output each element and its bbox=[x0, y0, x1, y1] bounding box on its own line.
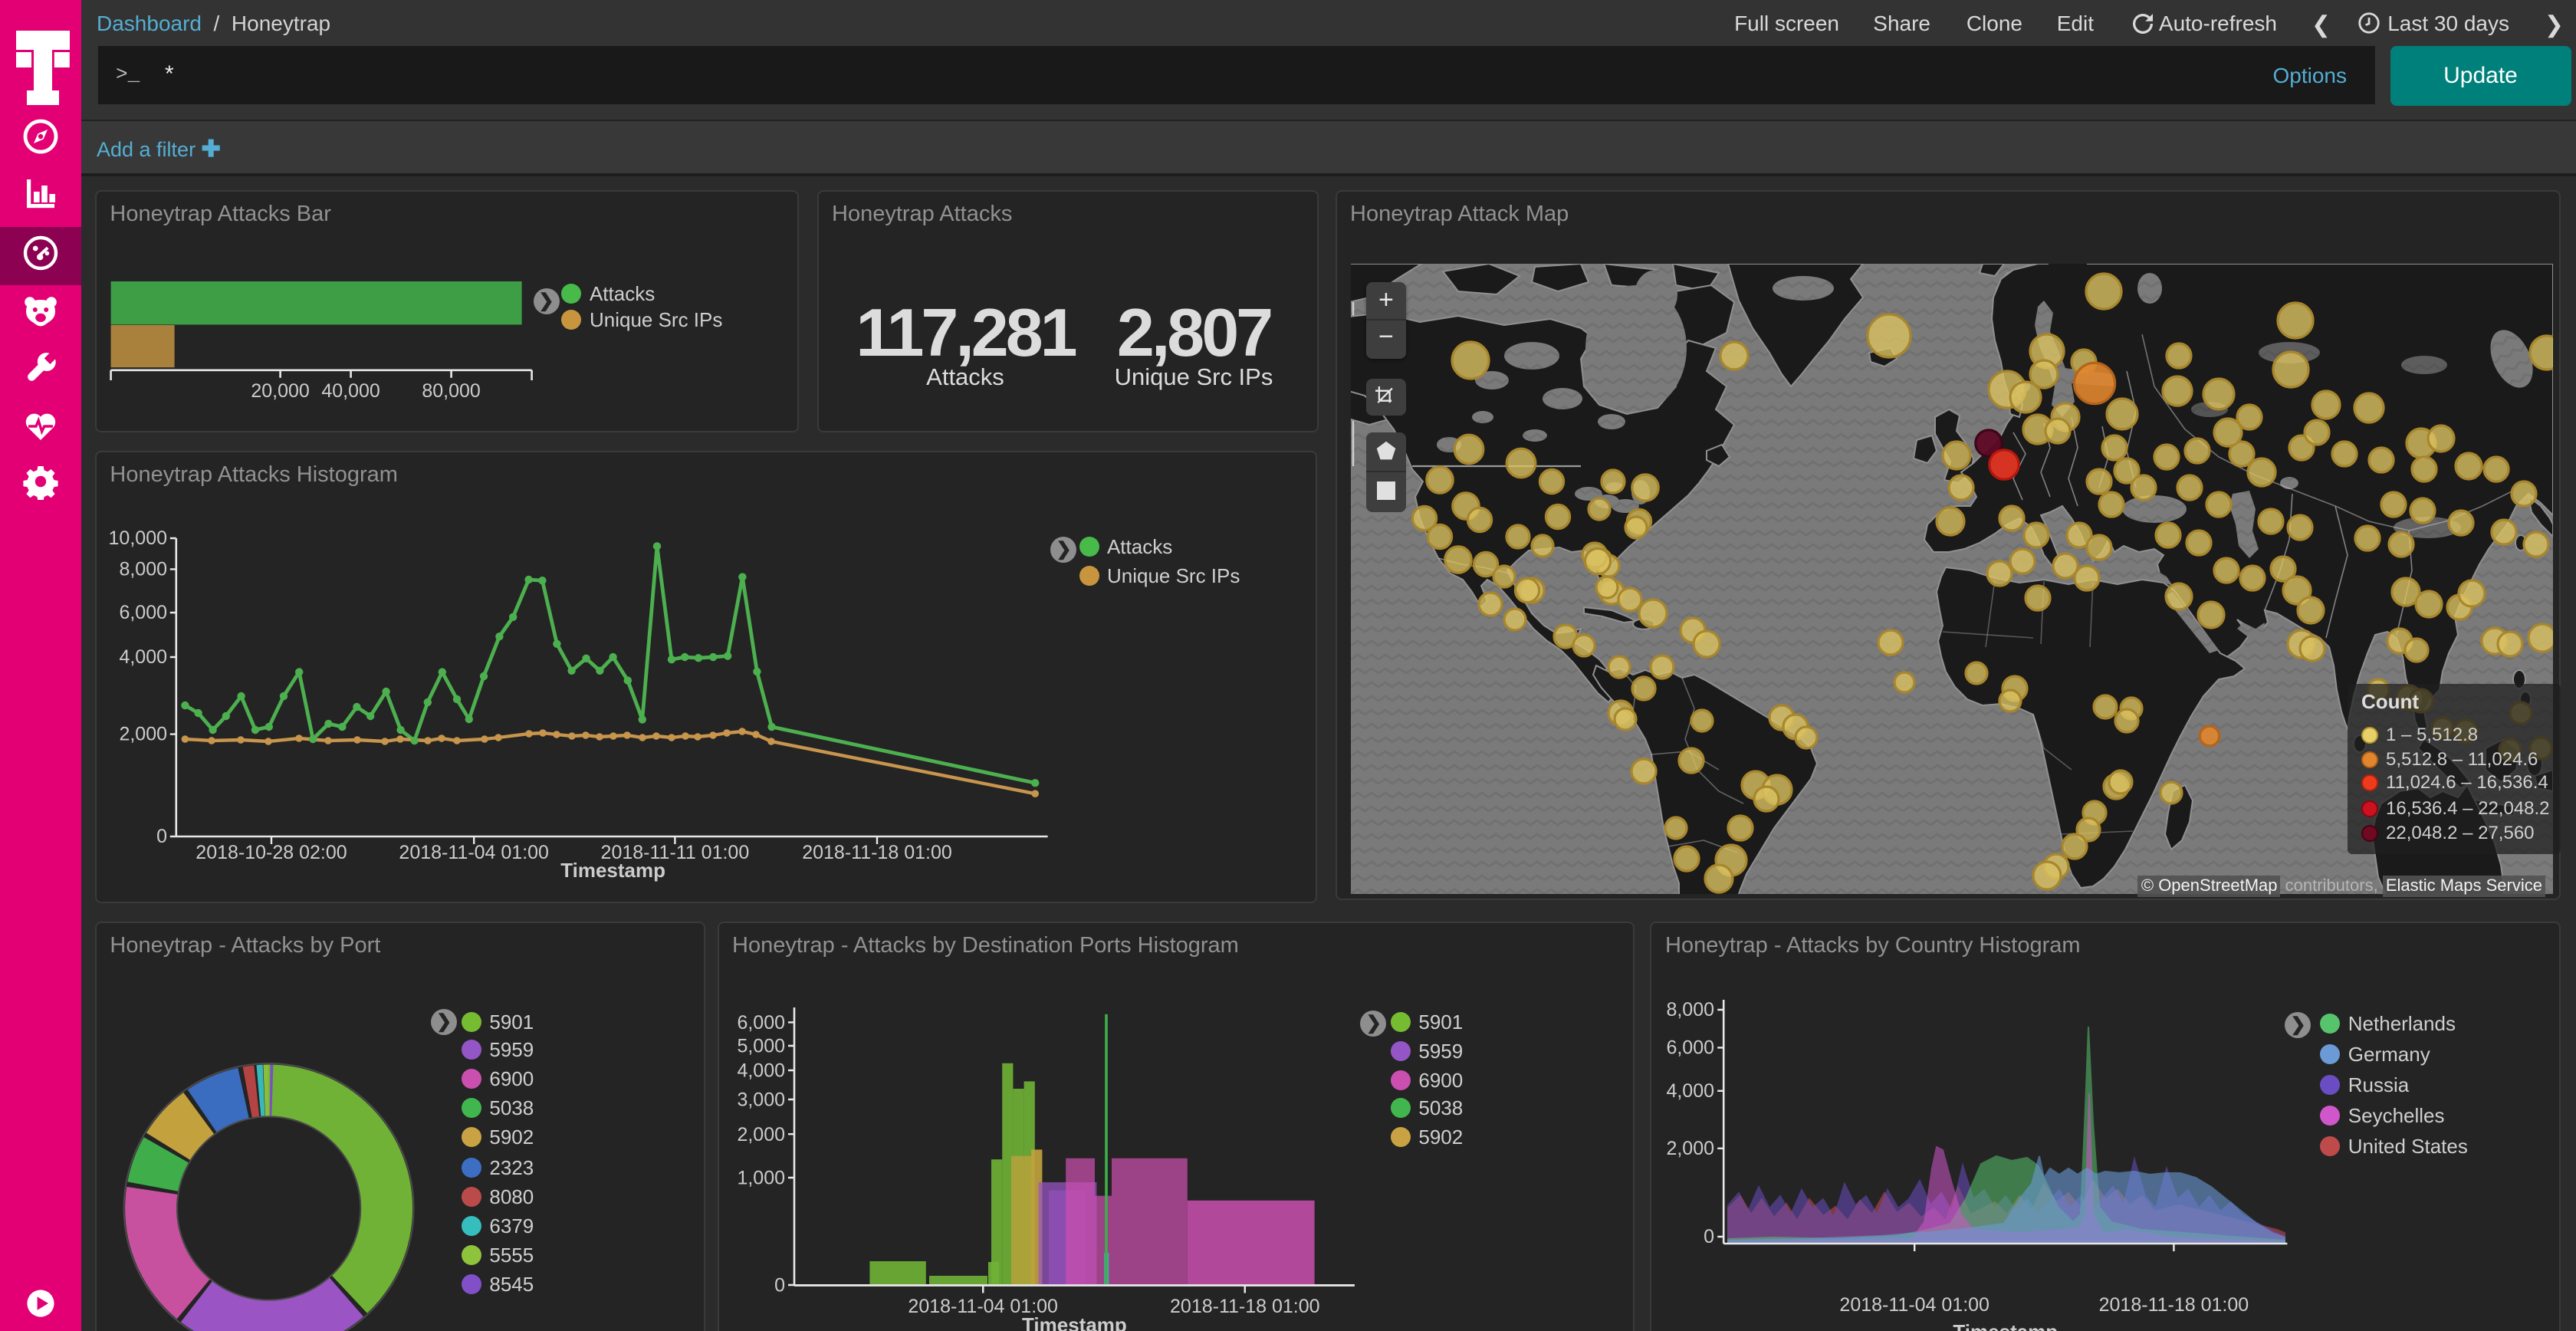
svg-text:Timestamp: Timestamp bbox=[560, 859, 665, 882]
svg-text:4,000: 4,000 bbox=[736, 1060, 784, 1082]
svg-text:8,000: 8,000 bbox=[1666, 999, 1714, 1020]
svg-text:2,000: 2,000 bbox=[736, 1124, 784, 1145]
svg-text:1,000: 1,000 bbox=[736, 1168, 784, 1189]
svg-text:6,000: 6,000 bbox=[119, 602, 167, 623]
svg-text:20,000: 20,000 bbox=[251, 381, 309, 403]
svg-text:2018-10-28 02:00: 2018-10-28 02:00 bbox=[196, 842, 347, 863]
svg-text:4,000: 4,000 bbox=[119, 646, 167, 668]
svg-text:0: 0 bbox=[156, 826, 166, 847]
svg-text:2,000: 2,000 bbox=[1666, 1138, 1714, 1159]
svg-text:2018-11-18 01:00: 2018-11-18 01:00 bbox=[802, 842, 952, 863]
svg-text:5,000: 5,000 bbox=[736, 1036, 784, 1057]
svg-text:80,000: 80,000 bbox=[422, 381, 480, 403]
svg-text:Timestamp: Timestamp bbox=[1021, 1313, 1126, 1331]
svg-text:2018-11-18 01:00: 2018-11-18 01:00 bbox=[2099, 1294, 2249, 1316]
svg-text:40,000: 40,000 bbox=[321, 381, 380, 403]
svg-text:3,000: 3,000 bbox=[736, 1089, 784, 1111]
svg-text:6,000: 6,000 bbox=[736, 1012, 784, 1034]
svg-text:6,000: 6,000 bbox=[1666, 1037, 1714, 1058]
svg-text:2,000: 2,000 bbox=[119, 724, 167, 745]
svg-text:8,000: 8,000 bbox=[119, 558, 167, 580]
svg-text:10,000: 10,000 bbox=[108, 527, 166, 549]
svg-text:2018-11-18 01:00: 2018-11-18 01:00 bbox=[1169, 1296, 1319, 1317]
svg-text:0: 0 bbox=[1704, 1226, 1714, 1247]
svg-text:2018-11-11 01:00: 2018-11-11 01:00 bbox=[600, 842, 749, 863]
svg-text:0: 0 bbox=[774, 1275, 784, 1296]
svg-text:2018-11-04 01:00: 2018-11-04 01:00 bbox=[399, 842, 549, 863]
svg-text:2018-11-04 01:00: 2018-11-04 01:00 bbox=[907, 1296, 1057, 1317]
svg-text:Timestamp: Timestamp bbox=[1953, 1320, 2058, 1331]
svg-text:2018-11-04 01:00: 2018-11-04 01:00 bbox=[1839, 1294, 1990, 1316]
svg-text:4,000: 4,000 bbox=[1666, 1080, 1714, 1102]
